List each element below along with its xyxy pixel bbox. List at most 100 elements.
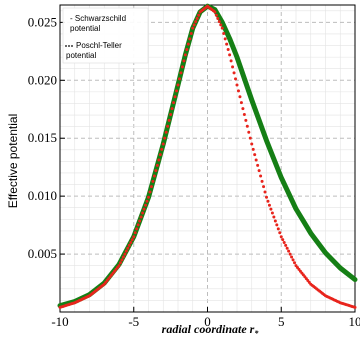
series-point: [161, 142, 165, 146]
series-point: [197, 13, 201, 17]
series-point: [248, 136, 252, 140]
series-point: [127, 243, 131, 247]
series-point: [260, 179, 264, 183]
series-point: [160, 147, 164, 151]
series-point: [194, 20, 198, 24]
series-point: [141, 211, 145, 215]
series-point: [254, 158, 258, 162]
series-point: [256, 163, 260, 167]
series-point: [154, 169, 158, 173]
series-point: [281, 238, 285, 242]
series-point: [238, 95, 242, 99]
legend-dot: [65, 45, 67, 47]
x-tick-label: 0: [204, 314, 211, 329]
legend-dot: [71, 45, 73, 47]
series-point: [133, 231, 137, 235]
series-point: [229, 59, 233, 63]
legend-series-1-line-2: potential: [70, 24, 100, 33]
series-point: [118, 261, 122, 265]
series-point: [192, 23, 196, 27]
grid: [60, 5, 355, 312]
series-point: [195, 16, 199, 20]
series-point: [152, 174, 156, 178]
series-point: [182, 59, 186, 63]
series-point: [269, 207, 273, 211]
series-point: [273, 219, 277, 223]
series-point: [172, 101, 176, 105]
series-point: [222, 32, 226, 35]
series-point: [216, 16, 220, 20]
series-point: [129, 240, 133, 244]
series-point: [266, 199, 270, 203]
legend-series-2-line-2: potential: [66, 51, 96, 60]
series-point: [288, 252, 292, 256]
series-point: [290, 255, 294, 259]
series-point: [136, 223, 140, 227]
series-point: [155, 163, 159, 167]
x-axis-label-text: radial coordinate r: [162, 322, 255, 336]
series-point: [284, 243, 288, 247]
x-tick-label: -10: [51, 314, 68, 329]
series-point: [166, 124, 170, 128]
series-point: [226, 47, 230, 51]
series-point: [253, 153, 257, 157]
series-point: [158, 153, 162, 157]
series-point: [247, 130, 251, 134]
series-point: [144, 203, 148, 207]
series-point: [228, 53, 232, 57]
series-point: [235, 83, 239, 87]
series-point: [282, 240, 286, 244]
series-point: [245, 124, 249, 128]
series-point: [124, 249, 128, 253]
series-point: [291, 258, 295, 262]
series-point: [262, 185, 266, 189]
series-point: [132, 235, 136, 239]
series-point: [180, 65, 184, 69]
legend: - Schwarzschild potential Poschl-Teller …: [62, 7, 149, 64]
series-point: [135, 227, 139, 231]
series-point: [188, 37, 192, 41]
series-layer: [57, 3, 358, 309]
series-point: [126, 246, 130, 250]
series-point: [189, 32, 193, 35]
series-point: [241, 107, 245, 111]
series-point: [220, 26, 224, 30]
series-point: [130, 238, 134, 242]
series-point: [244, 118, 248, 122]
series-point: [169, 112, 173, 116]
series-point: [239, 101, 243, 105]
y-tick-label: 0.020: [28, 72, 57, 87]
series-point: [173, 95, 177, 99]
series-point: [272, 215, 276, 219]
series-point: [123, 252, 127, 256]
series-point: [231, 65, 235, 69]
series-point: [223, 37, 227, 41]
legend-dot: [68, 45, 70, 47]
series-point: [213, 10, 217, 14]
series-point: [278, 231, 282, 235]
series-point: [242, 112, 246, 116]
series-point: [251, 147, 255, 151]
series-point: [183, 53, 187, 57]
axis-ticks: -10 -5 0 5 10 0.005 0.010 0.015 0.020 0.025: [28, 14, 360, 329]
series-point: [259, 174, 263, 178]
legend-series-2-marker: [65, 45, 73, 47]
series-point: [287, 249, 291, 253]
series-point: [167, 118, 171, 122]
series-point: [275, 223, 279, 227]
series-point: [120, 258, 124, 262]
series-point: [164, 130, 168, 134]
series-point: [139, 215, 143, 219]
series-point: [191, 26, 195, 30]
x-axis-label-subscript: *: [254, 329, 259, 338]
series-point: [293, 261, 297, 265]
series-point: [148, 190, 152, 194]
series-point: [219, 23, 223, 27]
series-point: [175, 89, 179, 93]
series-point: [151, 179, 155, 183]
series-point: [250, 142, 254, 146]
series-line-poschl-teller: [58, 4, 357, 309]
series-point: [179, 71, 183, 75]
series-point: [138, 219, 142, 223]
